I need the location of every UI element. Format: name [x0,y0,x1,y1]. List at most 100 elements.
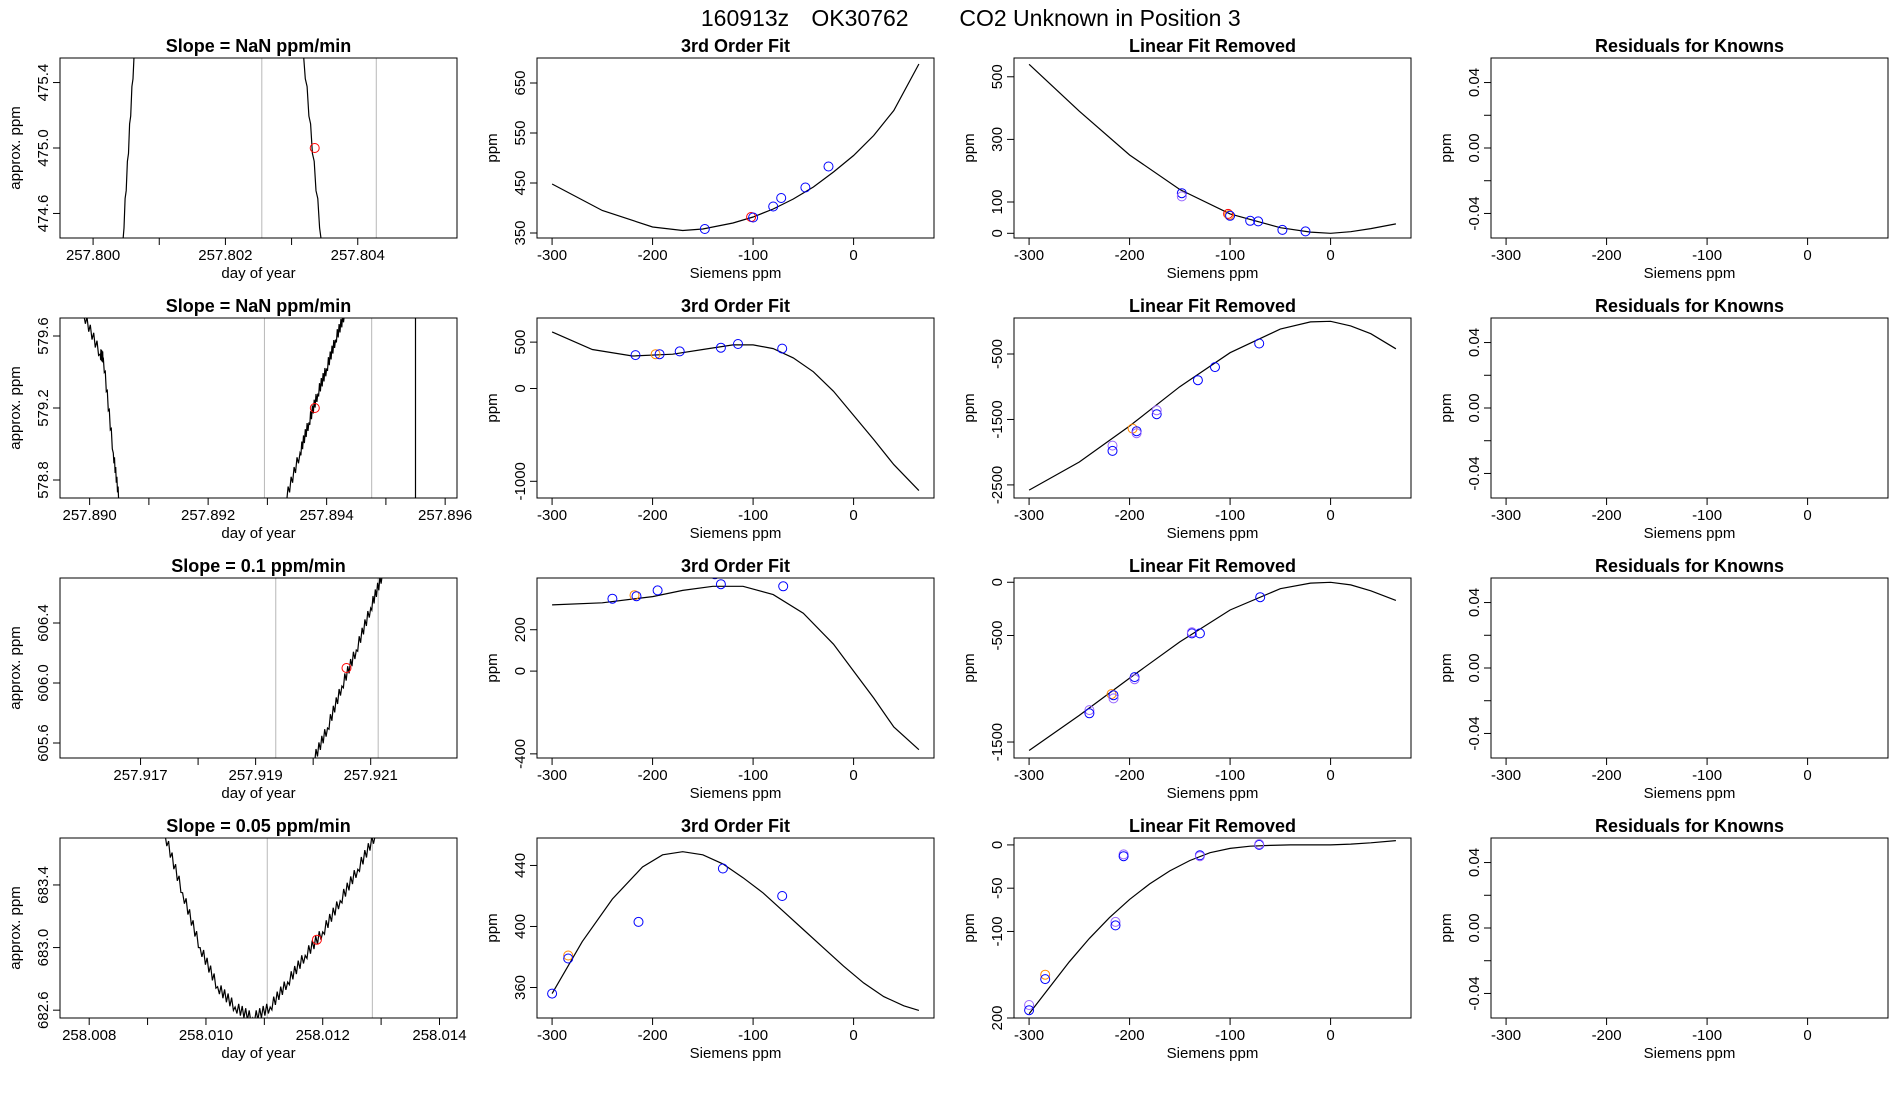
x-tick-label: 0 [1803,767,1811,784]
plot-area [1028,63,1397,237]
x-tick-label: 0 [849,767,857,784]
panel-title: Slope = NaN ppm/min [166,296,352,316]
known-data-point [1210,362,1220,373]
alt2-data-point [1084,705,1095,716]
x-tick-label: -100 [738,1027,768,1044]
y-axis-label: approx. ppm [7,886,24,969]
known-data-point [1110,920,1121,931]
y-tick-label: 0.00 [1466,913,1483,942]
panel-r3-c3: Linear Fit Removed -300 -200 -100 0 -1500 -500… [961,556,1412,802]
known-data-point [733,339,743,349]
known-data-point [1176,188,1187,199]
known-data-point [1194,628,1205,639]
y-tick-label: 0.04 [1466,328,1483,357]
x-tick-label: -300 [537,767,567,784]
y-tick-label: 550 [512,120,529,145]
x-axis-label: Siemens ppm [1167,525,1259,542]
y-tick-label: 0.00 [1466,653,1483,682]
x-tick-label: -300 [1491,1027,1521,1044]
known-data-point [547,988,558,999]
y-tick-label: -0.04 [1466,196,1483,230]
y-axis-label: ppm [1438,133,1455,162]
known-data-point [607,593,618,604]
x-tick-label: -100 [1215,767,1245,784]
y-axis-label: ppm [484,133,501,162]
known-data-point [1245,215,1256,226]
known-data-point [630,350,641,361]
known-data-point [1151,409,1162,420]
y-tick-label: 450 [512,170,529,195]
plot-area [1028,320,1397,491]
known-data-point [777,891,788,901]
unknown-data-point [309,143,320,153]
y-tick-label: 0 [512,384,529,392]
x-tick-label: 0 [1326,1027,1334,1044]
y-tick-label: 0 [989,578,1006,586]
alt1-data-point [650,349,661,360]
plot-frame [1490,57,1889,239]
alt2-data-point [1107,440,1118,451]
plot-frame [1013,837,1412,1019]
y-axis-label: ppm [1438,653,1455,682]
y-tick-label: -1500 [989,400,1006,438]
y-axis-label: approx. ppm [7,626,24,709]
y-tick-label: 440 [512,853,529,878]
x-tick-label: -200 [638,247,668,264]
x-axis-label: Siemens ppm [690,1045,782,1062]
x-tick-label: -200 [638,767,668,784]
panel-r1-c1: Slope = NaN ppm/min 257.800 257.802 257.804… [7,36,458,282]
known-data-point [1255,592,1266,603]
y-axis-label: approx. ppm [7,106,24,189]
x-tick-label: -300 [1014,507,1044,524]
panel-title: 3rd Order Fit [681,296,790,316]
x-tick-label: 0 [1326,247,1334,264]
x-axis-label: Siemens ppm [1644,265,1736,282]
alt2-data-point [1129,674,1140,685]
panel-title: Linear Fit Removed [1129,296,1296,316]
known-data-point [1254,839,1265,850]
panel-r4-c3: Linear Fit Removed -300 -200 -100 0 200 -100 -5… [961,816,1412,1062]
known-data-point [631,591,642,602]
y-tick-label: -0.04 [1466,716,1483,750]
x-tick-label: 257.802 [198,247,252,264]
x-axis-label: Siemens ppm [690,785,782,802]
x-tick-label: -200 [1592,507,1622,524]
x-axis-label: Siemens ppm [690,265,782,282]
y-tick-label: -0.04 [1466,976,1483,1010]
x-axis-label: day of year [221,265,295,282]
figure-title-description: CO2 Unknown in Position 3 [959,5,1240,31]
y-tick-label: 650 [512,70,529,95]
x-tick-label: 257.917 [113,767,167,784]
y-axis-label: ppm [961,913,978,942]
x-tick-label: -200 [638,507,668,524]
y-tick-label: -1000 [512,462,529,500]
known-data-point [1108,690,1119,701]
known-data-point [800,182,811,193]
panel-title: 3rd Order Fit [681,816,790,836]
y-axis-label: ppm [961,393,978,422]
plot-frame [59,837,458,1019]
y-axis-label: ppm [484,393,501,422]
unknown-data-point [309,403,320,413]
known-data-point [717,863,728,874]
fit-curve [552,585,920,751]
known-data-point [1107,445,1118,456]
x-tick-label: -100 [1692,247,1722,264]
y-tick-label: -2500 [989,466,1006,504]
y-axis-label: ppm [1438,393,1455,422]
panel-r2-c2: 3rd Order Fit-300 -200 -100 0-10000500Sieme… [484,296,935,542]
known-data-point [699,224,710,234]
y-axis-label: ppm [961,133,978,162]
x-tick-label: -200 [1592,1027,1622,1044]
panel-r4-c4: Residuals for Knowns -300 -200 -100 0 -0.04 0.… [1438,816,1889,1062]
x-axis-label: Siemens ppm [1644,785,1736,802]
known-data-point [1225,210,1236,221]
alt2-data-point [1186,627,1197,638]
plot-area [552,578,920,751]
y-axis-label: approx. ppm [7,366,24,449]
y-tick-label: 200 [512,617,529,642]
known-data-point [715,579,726,590]
panel-title: Linear Fit Removed [1129,816,1296,836]
y-tick-label: 0.00 [1466,133,1483,162]
x-tick-label: 0 [849,1027,857,1044]
